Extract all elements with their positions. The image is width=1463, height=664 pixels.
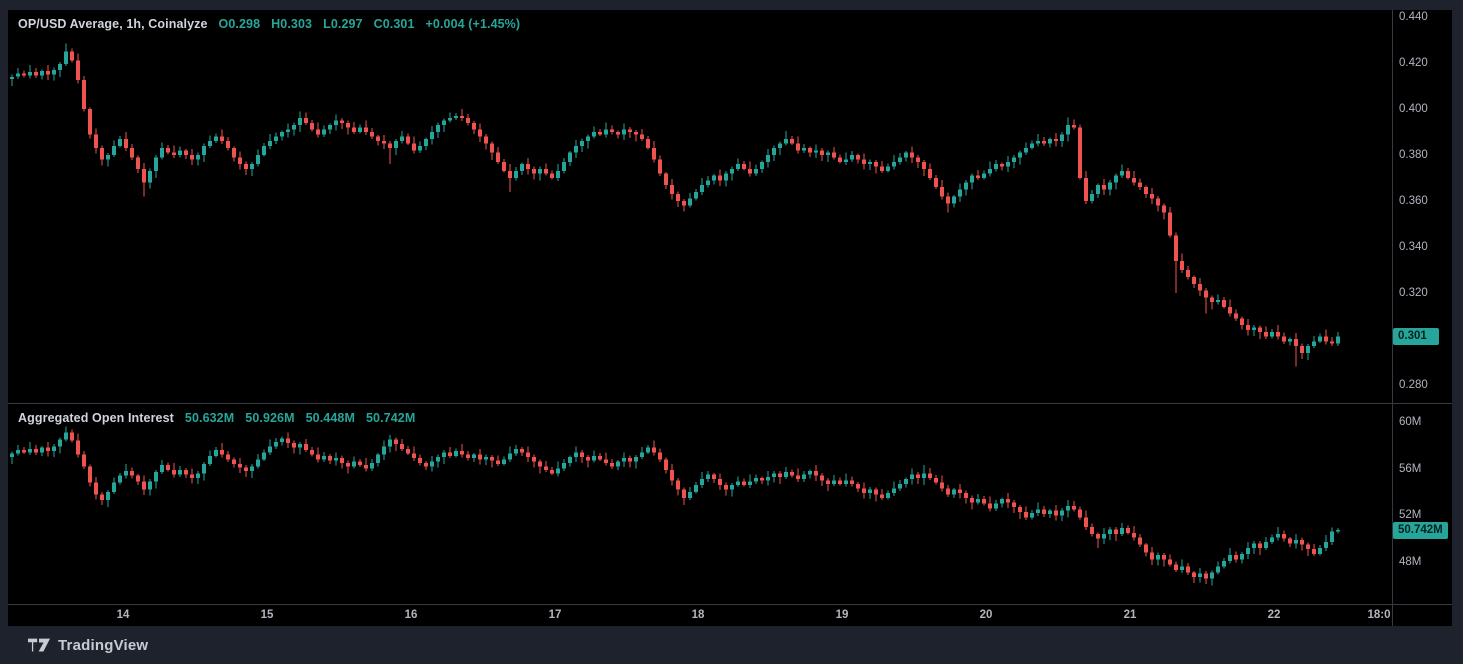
oi-high-value: 50.926M: [245, 411, 295, 425]
indicator-title: Aggregated Open Interest: [18, 411, 174, 425]
price-change: +0.004 (+1.45%): [425, 17, 521, 31]
oi-axis-tick-label: 48M: [1399, 556, 1422, 568]
price-axis-tick-label: 0.280: [1399, 378, 1428, 391]
oi-open-value: 50.632M: [184, 411, 235, 425]
open-interest-pane[interactable]: [8, 404, 1392, 604]
time-tick-label: 14: [116, 609, 130, 621]
ohlc-open: O0.298: [218, 17, 261, 31]
time-tick-label: 20: [979, 609, 993, 621]
last-oi-badge: 50.742M: [1393, 521, 1448, 539]
time-tick-label: 18:0: [1367, 609, 1391, 621]
price-axis-tick-label: 0.440: [1399, 11, 1428, 23]
price-axis-tick-label: 0.420: [1399, 56, 1428, 69]
oi-low-value: 50.448M: [305, 411, 355, 425]
tradingview-label[interactable]: TradingView: [58, 636, 149, 654]
time-axis[interactable]: 14 15 16 17 18 19 20 21 22 18:0: [8, 605, 1392, 626]
ohlc-low: L0.297: [323, 17, 363, 31]
time-tick-label: 19: [835, 609, 849, 621]
oi-close-value: 50.742M: [365, 411, 416, 425]
price-scale-border: [1392, 10, 1393, 626]
price-axis-tick-label: 0.320: [1399, 286, 1428, 299]
time-tick-label: 15: [260, 609, 274, 621]
symbol-title: OP/USD Average, 1h, Coinalyze: [18, 17, 208, 31]
price-scale[interactable]: 0.301 50.742M 0.440 0.420 0.400 0.380 0.360 0…: [1392, 10, 1452, 626]
chart-widget: [8, 10, 1452, 626]
price-pane[interactable]: [8, 10, 1392, 403]
ohlc-close: C0.301: [373, 17, 415, 31]
price-axis-tick-label: 0.360: [1399, 194, 1428, 207]
price-axis-tick-label: 0.380: [1399, 148, 1428, 161]
tradingview-logo-icon[interactable]: [28, 638, 50, 653]
oi-axis-tick-label: 60M: [1399, 416, 1422, 428]
oi-pane-legend[interactable]: Aggregated Open Interest 50.632M 50.926M 50…: [18, 411, 415, 425]
time-axis-divider-line: [8, 604, 1452, 605]
pane-divider-line[interactable]: [8, 403, 1452, 404]
time-tick-label: 16: [404, 609, 418, 621]
price-axis-tick-label: 0.400: [1399, 102, 1428, 115]
oi-axis-tick-label: 52M: [1399, 509, 1422, 522]
last-price-badge: 0.301: [1393, 328, 1439, 346]
time-tick-label: 21: [1123, 609, 1137, 621]
attribution-bar: TradingView: [0, 626, 1463, 664]
time-tick-label: 22: [1267, 609, 1281, 621]
price-axis-tick-label: 0.340: [1399, 240, 1428, 253]
price-pane-legend[interactable]: OP/USD Average, 1h, Coinalyze O0.298 H0.30…: [18, 17, 520, 31]
oi-axis-tick-label: 56M: [1399, 462, 1422, 475]
ohlc-high: H0.303: [271, 17, 313, 31]
time-tick-label: 17: [548, 609, 562, 621]
time-tick-label: 18: [691, 609, 705, 621]
